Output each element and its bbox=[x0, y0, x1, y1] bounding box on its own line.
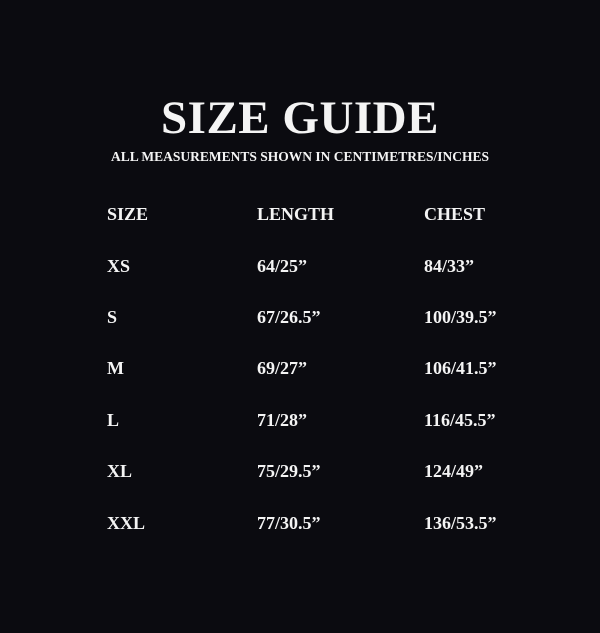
size-cell: M bbox=[107, 358, 124, 378]
size-cell: L bbox=[107, 410, 120, 430]
length-cell: 64/25” bbox=[257, 256, 308, 276]
header-chest: CHEST bbox=[424, 204, 486, 224]
length-cell: 69/27” bbox=[257, 358, 308, 378]
size-cell: XS bbox=[107, 256, 131, 276]
size-cell: S bbox=[107, 307, 118, 327]
length-cell: 67/26.5” bbox=[257, 307, 321, 327]
chest-cell: 124/49” bbox=[424, 461, 484, 481]
header-size: SIZE bbox=[107, 204, 149, 224]
length-cell: 77/30.5” bbox=[257, 513, 321, 533]
chest-cell: 84/33” bbox=[424, 256, 475, 276]
page-title: SIZE GUIDE bbox=[161, 92, 439, 144]
header-length: LENGTH bbox=[257, 204, 335, 224]
size-cell: XL bbox=[107, 461, 133, 481]
page-subtitle: ALL MEASUREMENTS SHOWN IN CENTIMETRES/IN… bbox=[110, 149, 490, 164]
chest-cell: 136/53.5” bbox=[424, 513, 497, 533]
length-cell: 75/29.5” bbox=[257, 461, 321, 481]
size-cell: XXL bbox=[107, 513, 146, 533]
chest-cell: 106/41.5” bbox=[424, 358, 497, 378]
length-cell: 71/28” bbox=[257, 410, 308, 430]
chest-cell: 100/39.5” bbox=[424, 307, 497, 327]
chest-cell: 116/45.5” bbox=[424, 410, 496, 430]
